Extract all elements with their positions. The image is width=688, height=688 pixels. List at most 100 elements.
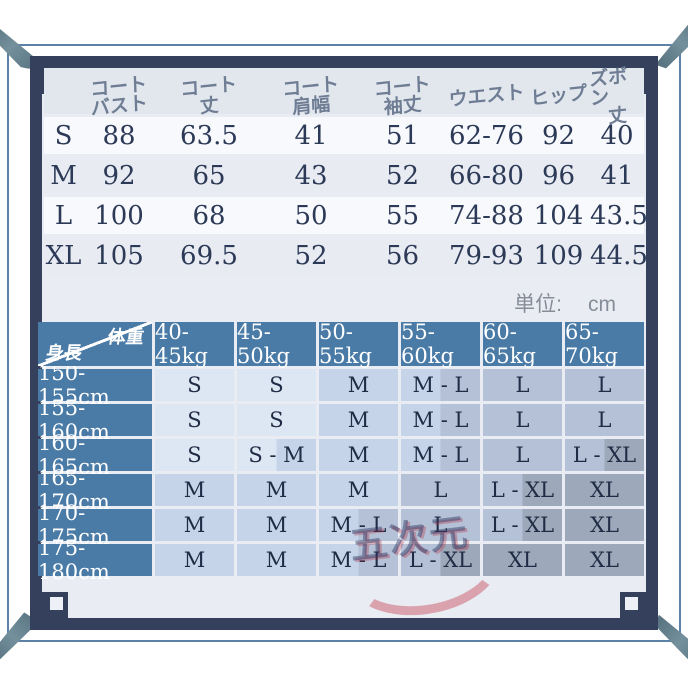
- recommended-size-cell: L - XL: [483, 474, 562, 506]
- recommended-size-cell: L - XL: [483, 509, 562, 541]
- measurement-value: 41: [600, 160, 634, 191]
- size-label: M: [50, 160, 77, 191]
- recommended-size-cell: S - M: [237, 439, 316, 471]
- size-label: S: [54, 120, 73, 151]
- measurement-value: 109: [533, 240, 584, 271]
- measurement-value: 74-88: [449, 200, 524, 231]
- height-range-label: 165-170cm: [38, 466, 152, 514]
- recommended-size-cell: M: [155, 544, 234, 576]
- recommended-size-cell: L: [401, 474, 480, 506]
- measurement-value: 79-93: [449, 240, 524, 271]
- unit-note: 単位: cm: [514, 288, 616, 318]
- fit-table-header-row: 体重 身長 40-45kg 45-50kg 50-55kg 55-60kg 60-65k…: [38, 320, 644, 368]
- height-axis-label: 身長: [44, 343, 84, 363]
- recommended-size-cell: M: [155, 474, 234, 506]
- weight-range-header: 60-65kg: [483, 320, 562, 368]
- measurement-row: S 88 63.5 41 51 62-76 92 40: [44, 117, 644, 154]
- measurement-value: 41: [294, 120, 328, 151]
- measurement-value: 56: [385, 240, 420, 271]
- recommended-size-cell: M: [237, 509, 316, 541]
- weight-axis-label: 体重: [106, 327, 146, 347]
- frame-corner-notch: [30, 592, 68, 630]
- measurement-value: 52: [385, 160, 420, 191]
- recommended-size-cell: M - L: [401, 369, 480, 401]
- recommended-size-cell: M - L: [319, 544, 398, 576]
- measurement-value: 43: [294, 160, 328, 191]
- recommended-size-cell: S: [155, 439, 234, 471]
- measurement-column-header: ウエスト: [448, 82, 525, 112]
- recommended-size-cell: M: [237, 544, 316, 576]
- weight-range-header: 50-55kg: [319, 320, 398, 368]
- measurement-value: 52: [294, 240, 328, 271]
- size-label: L: [54, 200, 73, 231]
- recommended-size-cell: M - L: [401, 404, 480, 436]
- recommended-size-cell: M: [319, 439, 398, 471]
- measurement-column-header: コート 肩幅: [281, 73, 340, 120]
- measurement-value: 100: [94, 200, 144, 231]
- recommended-size-cell: XL: [565, 509, 644, 541]
- recommended-size-cell: M: [319, 404, 398, 436]
- weight-range-header: 40-45kg: [155, 320, 234, 368]
- measurement-column-header: コート バスト: [89, 73, 149, 121]
- measurement-value: 66-80: [449, 160, 524, 191]
- recommended-size-cell: L: [401, 509, 480, 541]
- measurement-value: 68: [192, 200, 226, 231]
- measurement-column-header: コート 袖丈: [373, 73, 431, 120]
- measurement-column-header: ズボン丈: [589, 65, 628, 128]
- measurement-value: 51: [385, 120, 420, 151]
- measurement-value: 69.5: [180, 240, 238, 271]
- weight-range-header: 45-50kg: [237, 320, 316, 368]
- height-weight-fit-table: 体重 身長 40-45kg 45-50kg 50-55kg 55-60kg 60-65k…: [38, 320, 644, 584]
- height-range-label: 175-180cm: [38, 536, 152, 584]
- unit-label: 単位:: [514, 293, 562, 316]
- frame-corner-notch: [620, 592, 658, 630]
- measurement-row: XL 105 69.5 52 56 79-93 109 44.5: [44, 237, 648, 274]
- decorative-border-line: [7, 44, 681, 642]
- recommended-size-cell: XL: [565, 544, 644, 576]
- main-frame: コート バスト コート丈コート 肩幅 コート 袖丈 ウエスト ヒップ ズボン丈 S 88 63.5 4…: [30, 56, 658, 630]
- measurement-value: 105: [94, 240, 144, 271]
- recommended-size-cell: M: [319, 474, 398, 506]
- recommended-size-cell: M: [237, 474, 316, 506]
- weight-range-header: 55-60kg: [401, 320, 480, 368]
- measurement-value: 92: [102, 160, 136, 191]
- fit-table-corner-cell: 体重 身長: [38, 322, 152, 366]
- measurement-value: 92: [541, 120, 576, 151]
- recommended-size-cell: M: [319, 369, 398, 401]
- recommended-size-cell: XL: [483, 544, 562, 576]
- recommended-size-cell: S: [237, 369, 316, 401]
- measurement-table-header-row: コート バスト コート丈コート 肩幅 コート 袖丈 ウエスト ヒップ ズボン丈: [44, 66, 644, 128]
- recommended-size-cell: L: [565, 369, 644, 401]
- fit-table-row: 165-170cm M M M L L - XL XL: [38, 466, 644, 514]
- measurement-value: 96: [541, 160, 576, 191]
- measurement-row: L 100 68 50 55 74-88 104 43.5: [44, 197, 648, 234]
- weight-range-header: 65-70kg: [565, 320, 644, 368]
- recommended-size-cell: XL: [565, 474, 644, 506]
- recommended-size-cell: S: [237, 404, 316, 436]
- recommended-size-cell: M - L: [319, 509, 398, 541]
- recommended-size-cell: M: [155, 509, 234, 541]
- recommended-size-cell: S: [155, 369, 234, 401]
- unit-value: cm: [588, 293, 616, 316]
- measurement-value: 50: [294, 200, 328, 231]
- size-label: XL: [45, 240, 82, 271]
- measurement-value: 62-76: [449, 120, 524, 151]
- recommended-size-cell: L: [483, 369, 562, 401]
- measurement-value: 65: [192, 160, 226, 191]
- measurement-value: 104: [533, 200, 584, 231]
- measurement-value: 44.5: [590, 240, 648, 271]
- measurement-value: 88: [102, 120, 136, 151]
- recommended-size-cell: L: [483, 404, 562, 436]
- measurement-table: コート バスト コート丈コート 肩幅 コート 袖丈 ウエスト ヒップ ズボン丈 S 88 63.5 4…: [44, 66, 648, 277]
- measurement-column-header: ヒップ: [529, 83, 588, 111]
- recommended-size-cell: S: [155, 404, 234, 436]
- recommended-size-cell: M - L: [401, 439, 480, 471]
- measurement-value: 43.5: [590, 200, 648, 231]
- recommended-size-cell: L: [483, 439, 562, 471]
- measurement-value: 40: [600, 120, 634, 151]
